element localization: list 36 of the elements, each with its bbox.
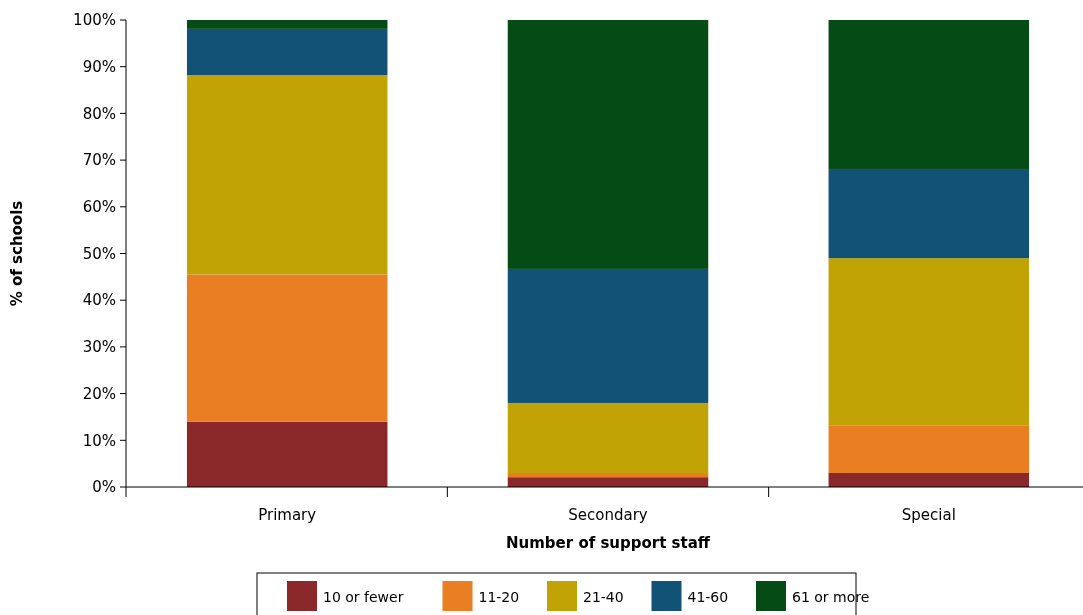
y-tick-label: 70% xyxy=(82,151,116,170)
y-tick-label: 30% xyxy=(82,338,116,357)
bar xyxy=(828,20,1030,169)
x-axis-title: Number of support staff xyxy=(506,534,711,552)
x-tick-label: Secondary xyxy=(568,506,648,524)
legend-label: 11-20 xyxy=(478,588,520,605)
bar xyxy=(186,274,388,422)
x-tick-label: Special xyxy=(901,506,956,524)
y-tick-label: 60% xyxy=(82,198,116,217)
bar xyxy=(186,421,388,487)
y-tick-label: 20% xyxy=(82,384,116,403)
bar xyxy=(186,28,388,76)
bar xyxy=(828,472,1030,487)
bar xyxy=(828,168,1030,259)
bar xyxy=(828,425,1030,473)
y-tick-label: 40% xyxy=(82,291,116,310)
y-tick-label: 50% xyxy=(82,244,116,263)
y-axis-title: % of schools xyxy=(8,200,26,307)
y-tick-label: 90% xyxy=(82,57,116,76)
bar xyxy=(507,20,709,269)
legend-label: 21-40 xyxy=(583,588,624,605)
bar xyxy=(507,477,709,487)
bar xyxy=(507,472,709,478)
y-tick-label: 0% xyxy=(92,478,116,497)
bar xyxy=(507,402,709,473)
x-tick-label: Primary xyxy=(258,506,317,524)
bar xyxy=(828,258,1030,426)
legend-label: 10 or fewer xyxy=(323,588,404,605)
legend-label: 41-60 xyxy=(687,588,729,605)
bar xyxy=(186,20,388,29)
bar xyxy=(507,268,709,403)
y-tick-label: 10% xyxy=(82,431,116,450)
y-tick-label: 80% xyxy=(82,104,116,123)
legend-label: 61 or more xyxy=(792,588,870,605)
y-tick-label: 100% xyxy=(73,11,116,30)
bar xyxy=(186,75,388,275)
